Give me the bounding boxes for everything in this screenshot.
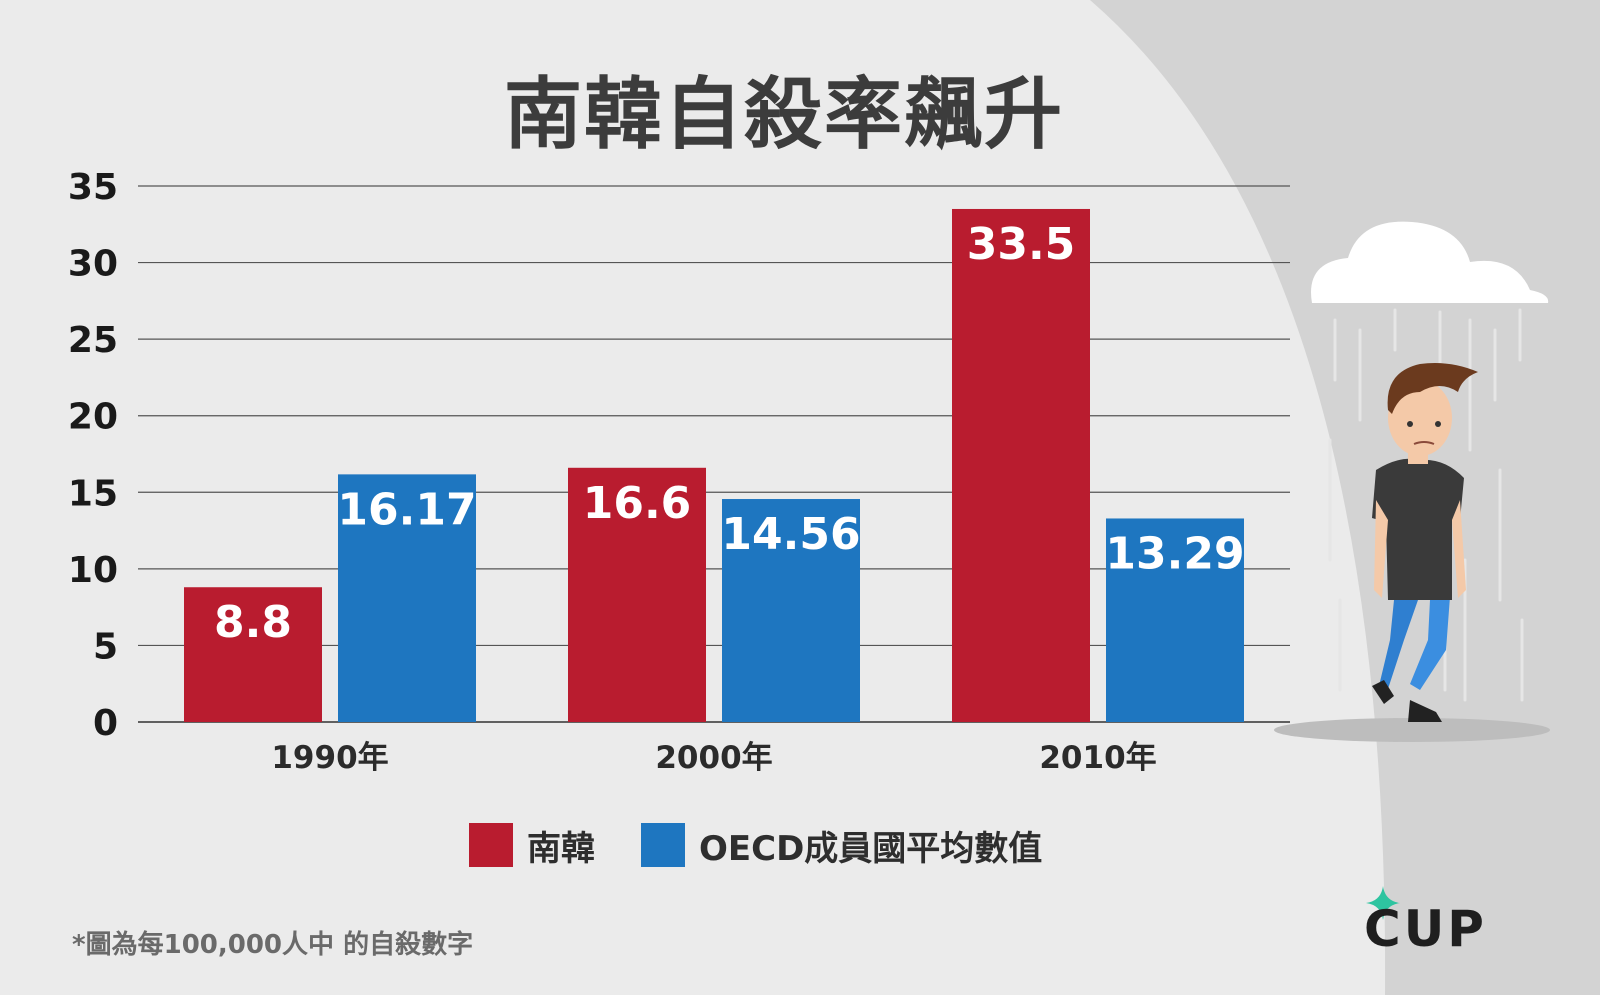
bar-oecd (338, 474, 476, 722)
y-tick-label: 35 (68, 167, 118, 208)
rain-cloud-icon (1311, 221, 1549, 702)
x-tick-label: 2000年 (655, 740, 772, 776)
bar-korea (952, 208, 1090, 722)
chart-title: 南韓自殺率飆升 (503, 70, 1064, 160)
y-tick-label: 30 (68, 244, 118, 285)
background-curve (1090, 0, 1600, 995)
bar-value-label: 16.6 (583, 478, 692, 529)
legend-item-korea: 南韓 (469, 823, 595, 869)
legend-swatch-oecd (641, 823, 685, 867)
x-axis-ticks: 1990年 2000年 2010年 (271, 740, 1156, 776)
legend-swatch-korea (469, 823, 513, 867)
y-axis-ticks: 0 5 10 15 20 25 30 35 (68, 167, 118, 744)
bar-value-label: 33.5 (967, 219, 1076, 270)
y-tick-label: 0 (93, 703, 118, 744)
y-tick-label: 15 (68, 473, 118, 514)
bar-korea (184, 587, 322, 722)
bar-value-label: 13.29 (1105, 528, 1244, 579)
brand-logo: CUP (1364, 900, 1487, 958)
legend-label-korea: 南韓 (527, 828, 595, 869)
x-tick-label: 2010年 (1039, 740, 1156, 776)
legend-label-oecd: OECD成員國平均數值 (699, 828, 1043, 869)
y-tick-label: 25 (68, 320, 118, 361)
y-tick-label: 5 (93, 626, 118, 667)
gridlines (138, 185, 1290, 723)
legend-item-oecd: OECD成員國平均數值 (641, 823, 1043, 869)
bars: 8.8 16.17 16.6 14.56 33.5 13.29 (184, 208, 1245, 722)
sad-person-icon (1372, 363, 1478, 722)
sparkle-icon (1366, 886, 1400, 920)
bar-korea (568, 467, 706, 722)
puddle (1274, 718, 1550, 742)
y-tick-label: 20 (68, 397, 118, 438)
x-tick-label: 1990年 (271, 740, 388, 776)
bar-value-label: 14.56 (721, 509, 860, 560)
bar-value-label: 8.8 (214, 597, 292, 648)
footnote: *圖為每100,000人中 的自殺數字 (72, 930, 474, 960)
y-tick-label: 10 (68, 550, 118, 591)
bar-oecd (1106, 518, 1244, 722)
bar-value-label: 16.17 (337, 484, 476, 535)
bar-oecd (722, 499, 860, 722)
